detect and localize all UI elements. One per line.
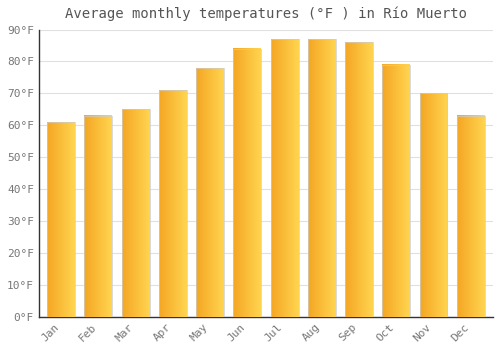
Bar [234, 49, 262, 317]
Bar [457, 116, 484, 317]
Bar [122, 109, 150, 317]
Bar [196, 68, 224, 317]
Bar [47, 122, 75, 317]
Bar [382, 65, 410, 317]
Bar [345, 42, 373, 317]
Bar [270, 39, 298, 317]
Bar [84, 116, 112, 317]
Bar [159, 90, 187, 317]
Bar [420, 93, 448, 317]
Title: Average monthly temperatures (°F ) in Río Muerto: Average monthly temperatures (°F ) in Rí… [65, 7, 467, 21]
Bar [308, 39, 336, 317]
